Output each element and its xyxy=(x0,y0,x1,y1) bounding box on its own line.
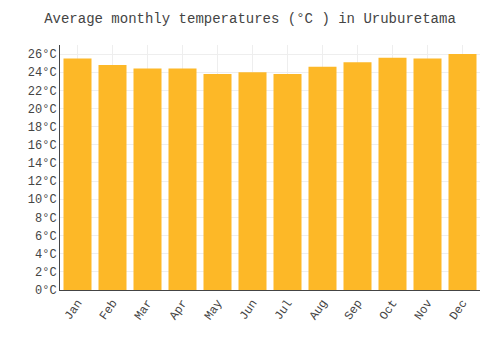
svg-text:2°C: 2°C xyxy=(35,266,57,280)
svg-text:Jul: Jul xyxy=(272,297,296,323)
svg-text:24°C: 24°C xyxy=(28,66,57,80)
svg-text:18°C: 18°C xyxy=(28,121,57,135)
svg-text:10°C: 10°C xyxy=(28,193,57,207)
svg-text:6°C: 6°C xyxy=(35,230,57,244)
svg-text:Average monthly temperatures (: Average monthly temperatures (°C ) in Ur… xyxy=(44,11,456,27)
svg-text:20°C: 20°C xyxy=(28,103,57,117)
svg-text:8°C: 8°C xyxy=(35,212,57,226)
svg-text:Nov: Nov xyxy=(412,297,436,323)
svg-text:Mar: Mar xyxy=(132,297,156,323)
svg-text:12°C: 12°C xyxy=(28,175,57,189)
svg-text:Feb: Feb xyxy=(97,297,121,323)
svg-text:Aug: Aug xyxy=(307,297,331,323)
svg-text:Jun: Jun xyxy=(237,297,261,323)
svg-text:Sep: Sep xyxy=(342,297,366,323)
svg-text:14°C: 14°C xyxy=(28,157,57,171)
svg-text:16°C: 16°C xyxy=(28,139,57,153)
svg-text:26°C: 26°C xyxy=(28,48,57,62)
svg-text:Dec: Dec xyxy=(447,297,471,323)
svg-text:Oct: Oct xyxy=(377,297,401,323)
svg-text:Jan: Jan xyxy=(62,297,86,323)
svg-text:4°C: 4°C xyxy=(35,248,57,262)
svg-text:Apr: Apr xyxy=(167,297,191,323)
svg-text:0°C: 0°C xyxy=(35,284,57,298)
svg-text:22°C: 22°C xyxy=(28,85,57,99)
svg-text:May: May xyxy=(202,297,226,323)
